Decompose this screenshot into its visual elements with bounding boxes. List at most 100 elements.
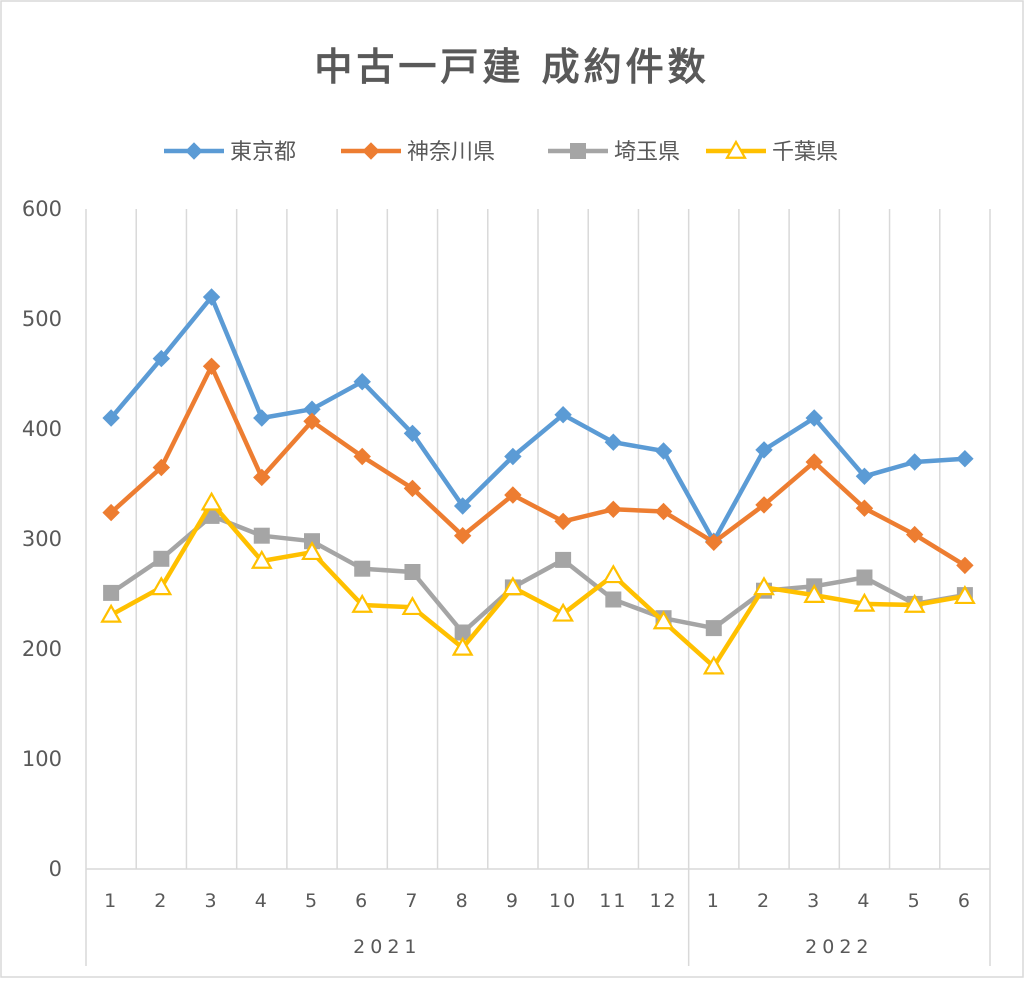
x-tick-label: 3 bbox=[205, 890, 219, 912]
data-point bbox=[905, 525, 924, 544]
legend-marker bbox=[185, 142, 203, 160]
data-point bbox=[702, 655, 725, 675]
data-point bbox=[501, 576, 524, 596]
data-point bbox=[403, 479, 422, 498]
data-point bbox=[604, 500, 623, 519]
y-tick-label: 500 bbox=[22, 307, 62, 331]
data-point bbox=[853, 592, 876, 612]
data-point bbox=[856, 569, 873, 586]
chart-title: 中古一戸建 成約件数 bbox=[314, 45, 709, 89]
x-tick-label: 2 bbox=[154, 890, 168, 912]
data-point bbox=[102, 503, 120, 522]
legend-item: 千葉県 bbox=[706, 139, 838, 165]
data-point bbox=[805, 409, 823, 427]
data-point bbox=[654, 502, 673, 521]
data-point bbox=[956, 556, 974, 575]
data-point bbox=[150, 576, 173, 596]
data-point bbox=[554, 512, 572, 531]
data-point bbox=[805, 453, 823, 471]
year-label: 2021 bbox=[353, 936, 421, 958]
series-line bbox=[109, 294, 966, 544]
year-label: 2022 bbox=[805, 936, 873, 958]
x-tick-label: 3 bbox=[807, 890, 821, 912]
data-point bbox=[103, 584, 120, 601]
data-point bbox=[453, 526, 472, 545]
x-tick-label: 2 bbox=[757, 890, 771, 912]
data-point bbox=[705, 620, 722, 637]
x-tick-label: 12 bbox=[649, 890, 677, 912]
data-point bbox=[250, 549, 273, 569]
data-point bbox=[654, 442, 673, 460]
data-point bbox=[354, 560, 371, 577]
series-4 bbox=[100, 491, 976, 675]
data-point bbox=[903, 593, 926, 613]
data-point bbox=[504, 486, 522, 504]
x-tick-label: 5 bbox=[908, 890, 922, 912]
series-line bbox=[109, 364, 967, 568]
data-point bbox=[554, 405, 572, 424]
legend-marker bbox=[362, 142, 380, 160]
data-point bbox=[755, 441, 773, 459]
series-line bbox=[109, 513, 966, 635]
x-tick-label: 1 bbox=[104, 890, 118, 912]
x-tick-label: 5 bbox=[305, 890, 319, 912]
x-tick-label: 11 bbox=[599, 890, 627, 912]
data-point bbox=[855, 499, 874, 517]
data-point bbox=[504, 447, 522, 466]
series-layer bbox=[100, 288, 976, 675]
data-point bbox=[753, 576, 775, 596]
data-point bbox=[855, 467, 874, 486]
data-point bbox=[303, 412, 321, 431]
data-point bbox=[605, 591, 622, 608]
data-point bbox=[153, 550, 170, 567]
data-point bbox=[202, 357, 221, 376]
legend-item: 神奈川県 bbox=[341, 140, 495, 165]
data-point bbox=[905, 453, 924, 471]
data-point bbox=[652, 610, 675, 630]
data-point bbox=[403, 424, 422, 443]
x-tick-label: 8 bbox=[456, 890, 470, 912]
legend-marker bbox=[725, 139, 747, 159]
legend-label: 埼玉県 bbox=[614, 140, 680, 165]
x-tick-label: 1 bbox=[707, 890, 721, 912]
series-2 bbox=[102, 357, 974, 575]
data-point bbox=[705, 533, 723, 552]
legend-item: 東京都 bbox=[164, 140, 296, 165]
legend: 東京都 神奈川県 埼玉県 千葉県 bbox=[164, 139, 838, 165]
x-tick-label: 9 bbox=[506, 890, 520, 912]
y-tick-label: 0 bbox=[49, 857, 62, 881]
grid-layer bbox=[85, 209, 991, 869]
data-point bbox=[152, 458, 171, 477]
data-point bbox=[253, 409, 271, 427]
legend-item: 埼玉県 bbox=[548, 140, 680, 165]
data-point bbox=[602, 564, 625, 584]
legend-label: 神奈川県 bbox=[407, 140, 495, 165]
y-tick-label: 200 bbox=[22, 637, 62, 661]
data-point bbox=[301, 540, 323, 561]
data-point bbox=[453, 497, 472, 515]
data-point bbox=[803, 583, 826, 603]
x-tick-label: 6 bbox=[355, 890, 369, 912]
data-point bbox=[351, 593, 374, 613]
data-point bbox=[202, 288, 221, 306]
x-tick-label: 7 bbox=[405, 890, 419, 912]
y-tick-label: 400 bbox=[22, 417, 62, 441]
data-point bbox=[253, 468, 271, 487]
data-point bbox=[404, 564, 421, 580]
data-point bbox=[755, 496, 773, 514]
series-line bbox=[110, 500, 966, 669]
data-point bbox=[353, 447, 371, 466]
data-point bbox=[552, 602, 575, 622]
data-point bbox=[152, 349, 171, 368]
data-point bbox=[451, 636, 474, 656]
data-point bbox=[401, 595, 424, 616]
x-tick-label: 6 bbox=[958, 890, 972, 912]
data-point bbox=[102, 409, 120, 427]
x-tick-label: 4 bbox=[857, 890, 871, 912]
legend-label: 東京都 bbox=[230, 140, 296, 165]
y-tick-label: 300 bbox=[22, 527, 62, 551]
y-tick-label: 600 bbox=[22, 197, 62, 221]
